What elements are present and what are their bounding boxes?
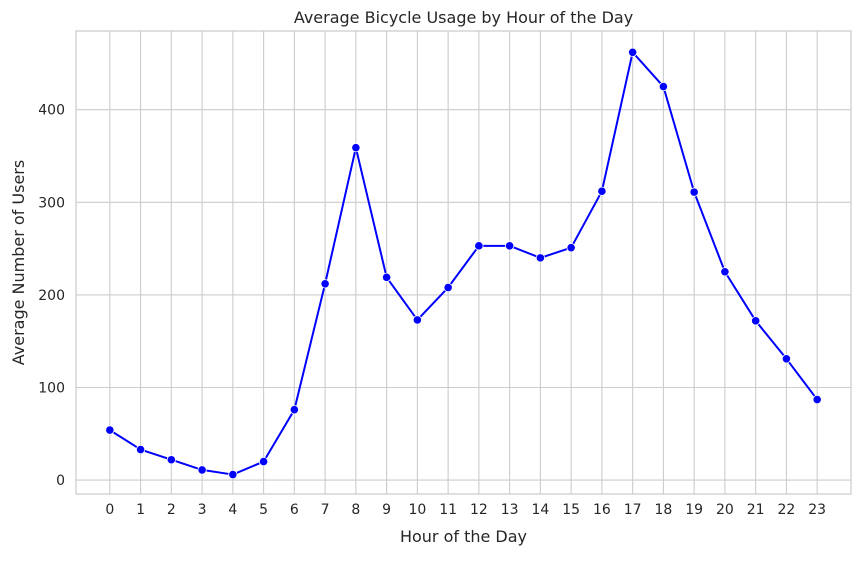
x-tick-label: 23 (808, 502, 826, 518)
data-point (412, 315, 422, 325)
x-tick-label: 9 (382, 502, 391, 518)
data-point (658, 81, 669, 92)
grid (76, 31, 851, 494)
x-tick-label: 1 (136, 502, 145, 518)
x-tick-label: 0 (105, 502, 114, 518)
x-tick-label: 7 (321, 502, 330, 518)
x-tick-label: 6 (290, 502, 299, 518)
data-point (289, 405, 299, 415)
x-tick-label: 18 (654, 502, 672, 518)
data-point (228, 469, 238, 480)
x-tick-label: 2 (167, 502, 176, 518)
data-point (320, 279, 330, 289)
x-tick-label: 17 (624, 502, 642, 518)
data-point (597, 186, 607, 196)
x-tick-label: 20 (716, 502, 734, 518)
data-point (566, 243, 576, 253)
data-point (474, 241, 484, 251)
data-point (812, 394, 822, 405)
data-point (535, 253, 545, 263)
x-tick-label: 5 (259, 502, 268, 518)
data-point (781, 354, 792, 364)
x-axis-ticks: 0 1 2 3 4 5 6 7 8 9 10 11 12 13 14 15 16 17 18 19 20 21 22 23 (105, 502, 826, 518)
x-axis-label: Hour of the Day (400, 527, 527, 546)
x-tick-label: 16 (593, 502, 611, 518)
x-tick-label: 22 (778, 502, 796, 518)
y-tick-label: 400 (38, 103, 65, 119)
x-tick-label: 15 (562, 502, 580, 518)
data-point (720, 267, 730, 277)
x-tick-label: 14 (531, 502, 549, 518)
x-tick-label: 13 (501, 502, 519, 518)
y-tick-label: 0 (56, 473, 65, 489)
x-tick-label: 19 (685, 502, 703, 518)
data-point (443, 282, 453, 293)
data-point (382, 272, 392, 282)
x-tick-label: 11 (439, 502, 457, 518)
chart-title: Average Bicycle Usage by Hour of the Day (294, 8, 633, 27)
series-line (109, 51, 818, 476)
y-axis-ticks: 0 100 200 300 400 (38, 103, 65, 489)
x-tick-label: 4 (228, 502, 237, 518)
data-point (258, 456, 269, 467)
data-point (505, 241, 515, 251)
data-point (197, 465, 207, 475)
y-axis-label: Average Number of Users (9, 160, 28, 365)
y-tick-label: 300 (38, 195, 65, 211)
y-tick-label: 200 (38, 288, 65, 304)
x-tick-label: 10 (408, 502, 426, 518)
data-point (628, 47, 638, 57)
y-tick-label: 100 (38, 381, 65, 397)
data-point (751, 316, 761, 326)
series-layer (105, 47, 822, 480)
data-point (351, 143, 361, 153)
x-tick-label: 8 (351, 502, 360, 518)
data-point (166, 455, 176, 465)
data-point (689, 187, 699, 197)
plot-frame (75, 30, 852, 495)
x-tick-label: 3 (198, 502, 207, 518)
data-point (135, 444, 146, 455)
x-tick-label: 12 (470, 502, 488, 518)
x-tick-label: 21 (747, 502, 765, 518)
data-point (105, 425, 115, 435)
